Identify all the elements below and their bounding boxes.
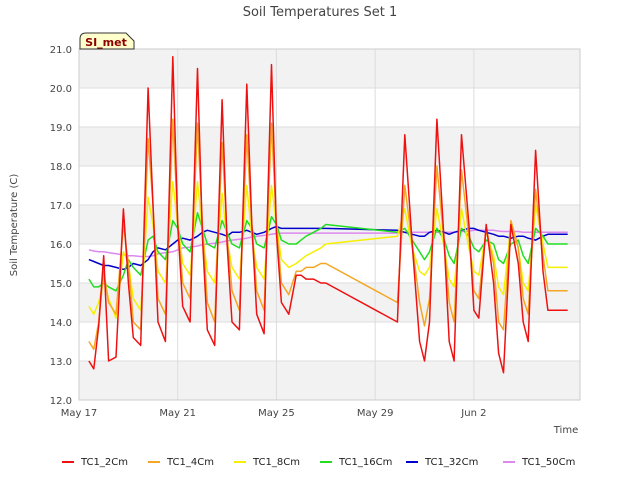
x-tick-label: May 25 (258, 408, 295, 419)
legend-label: TC1_2Cm (80, 457, 128, 468)
site-badge: SI_met (79, 32, 135, 50)
x-tick-label: Jun 2 (460, 408, 486, 419)
y-tick-label: 19.0 (50, 123, 72, 134)
background-band (79, 49, 580, 88)
y-tick-label: 18.0 (50, 162, 72, 173)
badge-shape (79, 32, 135, 50)
background-band (79, 361, 580, 400)
chart-title: Soil Temperatures Set 1 (243, 5, 398, 20)
legend-label: TC1_4Cm (166, 457, 214, 468)
y-tick-label: 16.0 (50, 240, 72, 251)
y-axis-label: Soil Temperature (C) (9, 174, 20, 277)
legend-label: TC1_32Cm (424, 457, 478, 468)
x-tick-label: May 17 (61, 408, 98, 419)
background-band (79, 127, 580, 166)
series-line-tc1-50cm (88, 229, 568, 258)
x-axis-label: Time (553, 425, 578, 436)
x-tick-label: May 21 (159, 408, 196, 419)
legend-label: TC1_16Cm (338, 457, 392, 468)
y-tick-label: 20.0 (50, 84, 72, 95)
y-tick-label: 21.0 (50, 45, 72, 56)
y-tick-label: 15.0 (50, 279, 72, 290)
legend-label: TC1_8Cm (252, 457, 300, 468)
series-line-tc1-32cm (88, 225, 568, 271)
series-line-tc1-2cm (88, 56, 568, 374)
plot-frame (78, 48, 581, 401)
x-tick-label: May 29 (357, 408, 394, 419)
legend-label: TC1_50Cm (521, 457, 575, 468)
y-tick-label: 17.0 (50, 201, 72, 212)
y-axis-ticks: 12.0 13.0 14.0 15.0 16.0 17.0 18.0 19.0 20.0 21.0 (50, 45, 72, 407)
x-axis-ticks: May 17 May 21 May 25 May 29 Jun 2 (61, 408, 487, 419)
legend: TC1_2Cm TC1_4Cm TC1_8Cm TC1_16Cm TC1_32Cm TC1… (62, 457, 575, 468)
series-lines (88, 56, 568, 374)
y-tick-label: 13.0 (50, 357, 72, 368)
badge-label: SI_met (85, 36, 127, 49)
y-tick-label: 12.0 (50, 396, 72, 407)
y-tick-label: 14.0 (50, 318, 72, 329)
